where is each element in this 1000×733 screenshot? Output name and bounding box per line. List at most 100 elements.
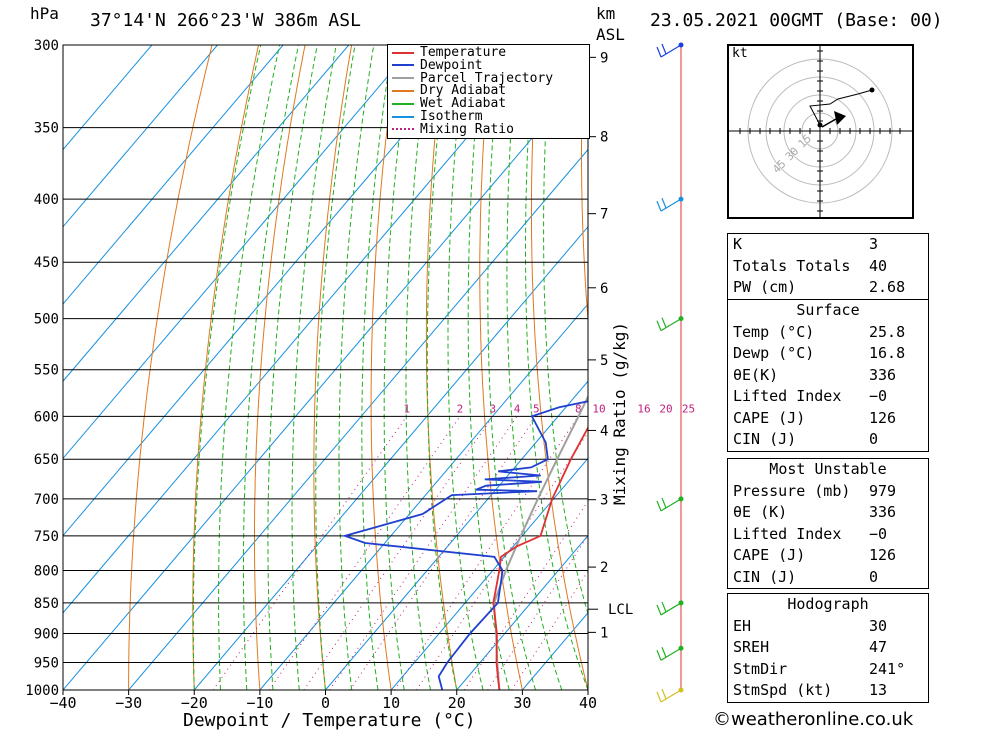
hodograph-trace [809, 89, 873, 126]
dry-adiabat-line [192, 45, 259, 690]
most-unstable-title: Most Unstable [769, 460, 887, 478]
table-row: θE(K) 336 [728, 365, 928, 387]
km-tick-label: 4 [600, 423, 608, 439]
pressure-tick-label: 650 [34, 452, 59, 468]
legend-swatch [392, 51, 414, 54]
mixing-ratio-label: 3 [490, 402, 497, 415]
table-row: Lifted Index −0 [728, 524, 928, 546]
wet-adiabat-line [361, 45, 393, 690]
row-label: Temp (°C) [733, 322, 815, 341]
mixing-ratio-line [415, 431, 588, 690]
km-tick-label: 1 [600, 625, 608, 641]
dry-adiabat-line [531, 45, 588, 690]
km-tick-label: 9 [600, 50, 608, 66]
mixing-ratio-label: 8 [575, 402, 582, 415]
pressure-tick-label: 400 [34, 192, 59, 208]
legend-swatch [392, 64, 414, 67]
diagram-axes: 3003504004505005506006507007508008509009… [25, 38, 633, 712]
table-row: θE (K) 336 [728, 502, 928, 524]
row-value: 0 [869, 430, 879, 448]
hodograph-panel: 15 30 45 kt [727, 44, 914, 219]
isotherm-line [456, 534, 588, 690]
dry-adiabat-line [956, 45, 1000, 690]
mixing-ratio-label: 2 [457, 402, 464, 415]
row-label: Lifted Index [733, 387, 842, 405]
wet-adiabat-line [447, 45, 484, 690]
dry-adiabat-line [581, 45, 588, 327]
copyright-link[interactable]: ©weatheronline.co.uk [713, 709, 914, 730]
wet-adiabat-line [525, 45, 588, 690]
row-label: CIN (J) [733, 567, 797, 586]
mixing-ratio-label: 10 [592, 402, 605, 415]
storm-motion-vector [821, 118, 837, 128]
pressure-tick-label: 700 [34, 492, 59, 508]
isotherm-line [325, 380, 588, 690]
row-label: Totals Totals [733, 256, 851, 275]
row-value: 40 [869, 256, 888, 275]
legend-label: Wet Adiabat [420, 96, 507, 112]
legend-swatch [392, 77, 414, 80]
sounding-series [341, 394, 588, 690]
km-tick-label: 7 [600, 207, 608, 223]
surface-title: Surface [796, 301, 860, 319]
km-tick-label: 5 [600, 353, 608, 369]
legend-label: Dewpoint [420, 57, 483, 73]
wet-adiabat-line [192, 45, 262, 690]
mixing-ratio-label: 5 [533, 402, 540, 415]
legend-item: Isotherm [392, 109, 483, 124]
km-tick-label: 6 [600, 281, 608, 297]
wind-barb [656, 317, 682, 332]
pressure-tick-label: 500 [34, 312, 59, 328]
dry-adiabat-line [128, 45, 213, 690]
row-value: −0 [869, 524, 888, 543]
pressure-tick-label: 900 [34, 627, 59, 643]
pressure-tick-label: 550 [34, 363, 59, 379]
row-label: StmDir [733, 659, 788, 678]
table-row: CAPE (J) 126 [728, 408, 928, 430]
hodograph-point [817, 122, 823, 128]
hodograph-table-title: Hodograph [787, 595, 869, 613]
isotherm-line [63, 45, 415, 460]
legend-item: Dry Adiabat [392, 83, 506, 98]
row-label: CAPE (J) [733, 408, 806, 427]
row-value: −0 [869, 387, 888, 405]
legend-swatch [392, 128, 414, 131]
row-value: 25.8 [869, 322, 906, 341]
legend-item: Wet Adiabat [392, 96, 507, 112]
wind-barb [656, 197, 682, 212]
mixing-ratio-axis-label: Mixing Ratio (g/kg) [610, 321, 629, 505]
row-value: 2.68 [869, 278, 906, 296]
km-tick-label: 3 [600, 493, 608, 509]
legend-label: Temperature [420, 45, 507, 60]
row-value: 126 [869, 546, 897, 564]
row-value: 13 [869, 681, 888, 699]
row-label: Pressure (mb) [733, 481, 851, 500]
mixing-ratio-labels: 1 2 3 4 5 8 10 16 20 25 [404, 402, 696, 415]
row-value: 241° [869, 659, 906, 678]
legend-item: Temperature [392, 45, 507, 60]
isotherm-line [63, 45, 547, 614]
temp-tick-label: 40 [579, 694, 597, 712]
isotherm-line [193, 225, 588, 690]
table-row: CIN (J) 0 [728, 567, 928, 589]
legend-swatch [392, 89, 414, 92]
temp-tick-label: 30 [513, 694, 531, 712]
row-value: 336 [869, 365, 897, 384]
km-tick-label: 2 [600, 560, 608, 576]
table-row: PW (cm) 2.68 [728, 277, 928, 299]
surface-table: Surface Temp (°C) 25.8 Dewp (°C) 16.8 θE(K) 3… [727, 299, 929, 452]
isotherm-line [63, 45, 284, 305]
table-row: Dewp (°C) 16.8 [728, 343, 928, 365]
mixing-ratio-label: 1 [404, 402, 411, 415]
row-value: 126 [869, 408, 897, 427]
legend-label: Isotherm [420, 109, 483, 124]
wet-adiabat-line [467, 45, 510, 690]
temperature-line [492, 425, 588, 690]
hodograph-point [869, 87, 875, 93]
pressure-tick-label: 600 [34, 409, 59, 425]
isotherm-line [390, 457, 588, 690]
wet-adiabat-line [267, 45, 318, 690]
mixing-ratio-label: 25 [682, 402, 695, 415]
